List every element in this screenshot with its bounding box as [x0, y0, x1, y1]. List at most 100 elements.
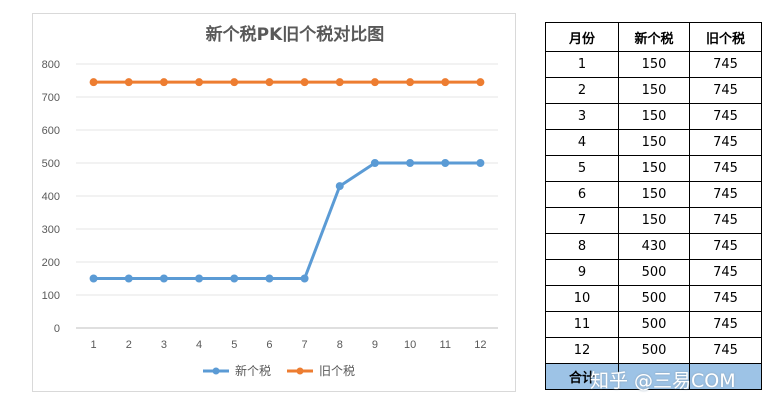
cell-old-tax: 745 [689, 311, 762, 338]
data-point [124, 78, 133, 87]
cell-old-tax: 745 [689, 51, 762, 78]
table-total-row: 合计 [545, 363, 762, 390]
y-tick-label: 800 [42, 59, 60, 71]
x-tick-label: 5 [231, 339, 237, 351]
x-tick-label: 7 [302, 339, 308, 351]
cell-old-tax: 745 [689, 259, 762, 286]
cell-month: 6 [545, 181, 619, 208]
header-month: 月份 [545, 22, 619, 52]
y-tick-label: 400 [42, 191, 60, 203]
data-point [230, 78, 239, 87]
x-tick-label: 10 [404, 339, 416, 351]
x-tick-label: 6 [266, 339, 272, 351]
data-point [265, 78, 274, 87]
cell-old-tax: 745 [689, 103, 762, 130]
data-point [370, 159, 379, 167]
data-point [300, 274, 309, 283]
x-tick-label: 8 [337, 339, 343, 351]
table-row: 2 150 745 [545, 77, 762, 104]
x-tick-label: 12 [474, 339, 486, 351]
cell-month: 10 [545, 285, 619, 312]
table-row: 7 150 745 [545, 207, 762, 234]
data-point [300, 78, 309, 87]
cell-month: 9 [545, 259, 619, 286]
header-old-tax: 旧个税 [689, 22, 762, 52]
cell-month: 4 [545, 129, 619, 156]
total-label: 合计 [545, 363, 619, 390]
table-row: 5 150 745 [545, 155, 762, 182]
data-point [265, 274, 274, 283]
data-point [159, 274, 168, 283]
table-row: 4 150 745 [545, 129, 762, 156]
data-point [476, 159, 485, 167]
x-tick-label: 4 [196, 339, 202, 351]
table-row: 3 150 745 [545, 103, 762, 130]
total-old-tax [689, 363, 762, 390]
cell-month: 2 [545, 77, 619, 104]
table-row: 6 150 745 [545, 181, 762, 208]
cell-month: 12 [545, 337, 619, 364]
table-row: 12 500 745 [545, 337, 762, 364]
cell-new-tax: 500 [618, 259, 690, 286]
cell-new-tax: 150 [618, 155, 690, 182]
line-chart: 新个税PK旧个税对比图 0 100 200 300 400 500 600 700 800 1 2 3 4… [32, 13, 516, 392]
cell-new-tax: 150 [618, 207, 690, 234]
data-point [370, 78, 379, 87]
table-row: 9 500 745 [545, 259, 762, 286]
cell-old-tax: 745 [689, 285, 762, 312]
y-tick-label: 200 [42, 257, 60, 269]
table-row: 11 500 745 [545, 311, 762, 338]
data-point [195, 274, 204, 283]
series-line-1 [93, 161, 481, 280]
cell-new-tax: 150 [618, 181, 690, 208]
cell-old-tax: 745 [689, 337, 762, 364]
data-point [441, 159, 450, 167]
tax-table: 月份 新个税 旧个税 1 150 745 2 150 745 3 150 745 4 150 745 5… [545, 22, 762, 390]
cell-new-tax: 150 [618, 51, 690, 78]
y-tick-label: 100 [42, 290, 60, 302]
cell-old-tax: 745 [689, 181, 762, 208]
cell-new-tax: 150 [618, 129, 690, 156]
data-point [89, 274, 98, 283]
table-body: 1 150 745 2 150 745 3 150 745 4 150 745 5 150 745 6 150 7… [545, 51, 762, 364]
cell-new-tax: 150 [618, 77, 690, 104]
data-point [406, 78, 415, 87]
y-tick-label: 700 [42, 92, 60, 104]
data-point [159, 78, 168, 87]
y-tick-label: 0 [54, 323, 60, 335]
cell-month: 1 [545, 51, 619, 78]
x-tick-label: 1 [91, 339, 97, 351]
data-point [335, 78, 344, 87]
y-tick-label: 300 [42, 224, 60, 236]
data-point [89, 78, 98, 87]
data-point [195, 78, 204, 87]
cell-month: 8 [545, 233, 619, 260]
cell-old-tax: 745 [689, 207, 762, 234]
legend-marker-2 [296, 367, 304, 375]
data-point [441, 78, 450, 87]
cell-new-tax: 150 [618, 103, 690, 130]
cell-month: 5 [545, 155, 619, 182]
cell-new-tax: 500 [618, 337, 690, 364]
cell-new-tax: 500 [618, 285, 690, 312]
chart-title: 新个税PK旧个税对比图 [206, 24, 385, 45]
x-tick-label: 9 [372, 339, 378, 351]
y-tick-label: 500 [42, 158, 60, 170]
cell-old-tax: 745 [689, 155, 762, 182]
table-header-row: 月份 新个税 旧个税 [545, 22, 762, 52]
table-row: 1 150 745 [545, 51, 762, 78]
x-tick-label: 2 [126, 339, 132, 351]
cell-new-tax: 500 [618, 311, 690, 338]
legend-label-2: 旧个税 [319, 364, 355, 378]
y-tick-label: 600 [42, 125, 60, 137]
cell-old-tax: 745 [689, 129, 762, 156]
data-point [124, 274, 133, 283]
table-row: 8 430 745 [545, 233, 762, 260]
cell-month: 7 [545, 207, 619, 234]
cell-old-tax: 745 [689, 77, 762, 104]
header-new-tax: 新个税 [618, 22, 690, 52]
legend-label-1: 新个税 [235, 363, 271, 378]
data-point [406, 159, 415, 167]
cell-month: 3 [545, 103, 619, 130]
